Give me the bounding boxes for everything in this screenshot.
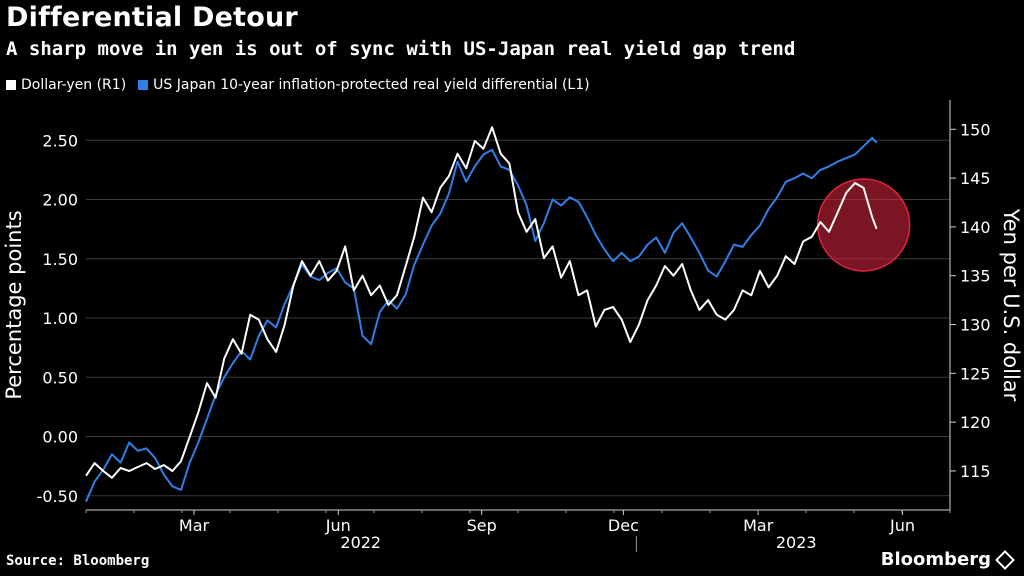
series-lines xyxy=(85,126,878,503)
x-tick-label: Jun xyxy=(325,516,351,535)
year-label: 2022 xyxy=(340,533,381,552)
x-tick-label: Sep xyxy=(467,516,497,535)
legend-item-real-yield: US Japan 10-year inflation-protected rea… xyxy=(138,77,590,93)
brand-diamond-icon xyxy=(995,549,1015,570)
legend-swatch-dollar-yen xyxy=(6,80,16,90)
y-tick-label-right: 150 xyxy=(960,120,991,139)
y-tick-label-right: 115 xyxy=(960,462,991,481)
axes: 2.50 2.00 1.50 1.00 0.50 0.00 -0.50 150 145 140 13… xyxy=(2,100,1023,552)
y-tick-label-left: 1.00 xyxy=(42,309,78,328)
y-tick-label-right: 120 xyxy=(960,413,991,432)
x-tick-label: Jun xyxy=(889,516,915,535)
x-tick-label: Dec xyxy=(608,516,639,535)
y-tick-label-right: 135 xyxy=(960,267,991,286)
legend-swatch-real-yield xyxy=(138,80,149,90)
legend-item-dollar-yen: Dollar-yen (R1) xyxy=(6,77,126,93)
y-tick-label-left: 0.00 xyxy=(42,428,78,447)
y-tick-label-right: 130 xyxy=(960,316,991,335)
x-tick-label: Mar xyxy=(179,516,210,535)
chart-title: Differential Detour xyxy=(6,2,298,33)
y-axis-title-left: Percentage points xyxy=(2,210,26,399)
brand-text: Bloomberg xyxy=(880,549,991,570)
legend: Dollar-yen (R1) US Japan 10-year inflati… xyxy=(6,77,590,93)
y-axis-title-right: Yen per U.S. dollar xyxy=(999,208,1023,402)
y-tick-label-right: 145 xyxy=(960,169,991,188)
series-line-real-yield xyxy=(85,136,878,503)
legend-label-dollar-yen: Dollar-yen (R1) xyxy=(21,77,127,93)
legend-label-real-yield: US Japan 10-year inflation-protected rea… xyxy=(153,77,590,93)
gridlines xyxy=(86,139,950,497)
brand-logo: Bloomberg xyxy=(880,549,1015,570)
y-tick-label-left: 2.50 xyxy=(42,131,78,150)
chart-subtitle: A sharp move in yen is out of sync with … xyxy=(6,38,796,60)
y-tick-label-right: 140 xyxy=(960,218,991,237)
year-label: 2023 xyxy=(776,533,817,552)
y-tick-label-left: 2.00 xyxy=(42,191,78,210)
y-tick-label-left: -0.50 xyxy=(37,487,78,506)
y-tick-label-left: 1.50 xyxy=(42,250,78,269)
y-tick-label-right: 125 xyxy=(960,364,991,383)
series-line-dollar-yen xyxy=(85,126,878,479)
y-tick-label-left: 0.50 xyxy=(42,368,78,387)
x-tick-label: Mar xyxy=(743,516,774,535)
source-note: Source: Bloomberg xyxy=(6,553,150,569)
